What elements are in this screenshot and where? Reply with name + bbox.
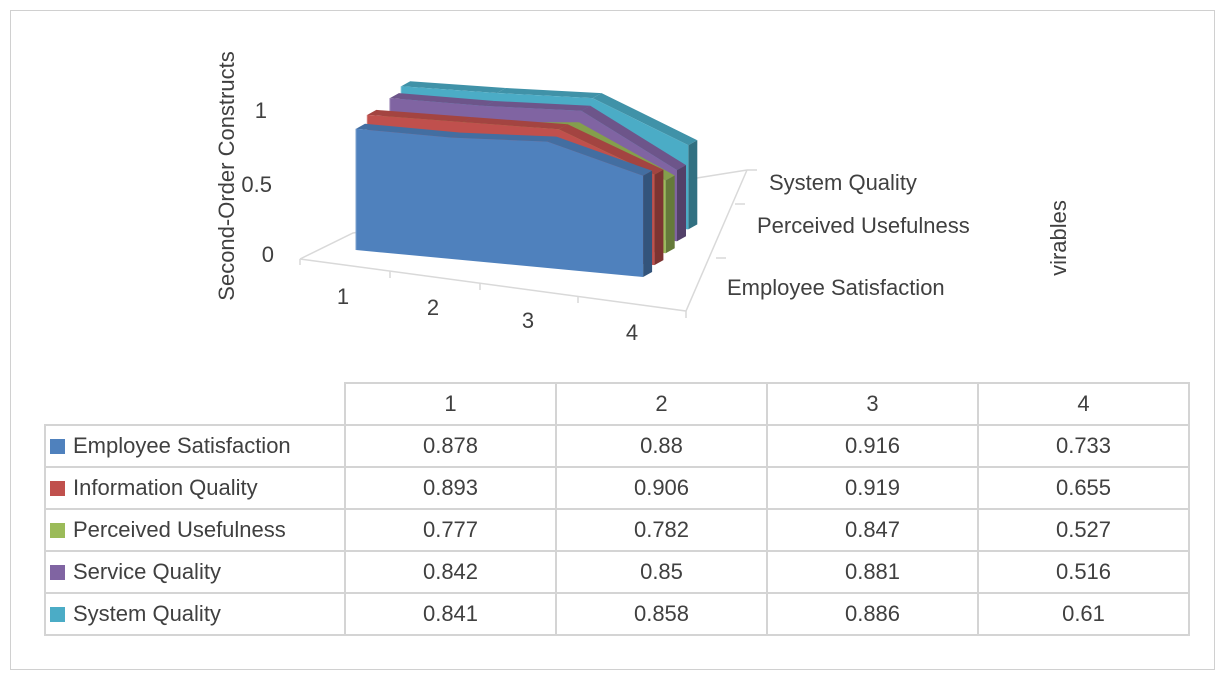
table-cell: 0.842 (344, 550, 557, 594)
legend-key (50, 523, 65, 538)
legend-entry: System Quality (44, 592, 346, 636)
data-table: 1 2 3 4 Employee Satisfaction 0.878 0.88 0.916 0… (44, 382, 1190, 636)
table-cell: 0.85 (555, 550, 768, 594)
table-cell: 0.782 (555, 508, 768, 552)
table-cell: 0.61 (977, 592, 1190, 636)
x-tick-label: 1 (337, 284, 349, 309)
table-cell: 0.655 (977, 466, 1190, 510)
series-employee-satisfaction (355, 123, 653, 277)
table-cell: 0.88 (555, 424, 768, 468)
table-header-cell: 3 (766, 382, 979, 426)
series-top-face (401, 81, 506, 93)
legend-label: Service Quality (73, 559, 221, 584)
table-cell: 0.516 (977, 550, 1190, 594)
table-cell: 0.919 (766, 466, 979, 510)
series-top-face (463, 117, 568, 130)
table-cell: 0.733 (977, 424, 1190, 468)
y-axis-title: Second-Order Constructs (214, 51, 239, 300)
chart-frame (10, 10, 1215, 670)
x-tick-label: 2 (427, 295, 439, 320)
series-top-face (581, 105, 686, 171)
table-cell: 0.878 (344, 424, 557, 468)
legend-entry: Perceived Usefulness (44, 508, 346, 552)
table-cell: 0.841 (344, 592, 557, 636)
table-header-cell: 1 (344, 382, 557, 426)
series-side-face (643, 170, 653, 277)
table-cell: 0.527 (977, 508, 1190, 552)
table-row: Information Quality 0.893 0.906 0.919 0.655 (44, 466, 1190, 510)
axis-labels: 0 0.5 1 1 2 3 4 Employee Satisfaction Perceived … (214, 51, 1071, 345)
table-cell: 0.893 (344, 466, 557, 510)
series-top-face (547, 136, 653, 176)
table-cell: 0.777 (344, 508, 557, 552)
series-top-face (592, 93, 698, 146)
table-cell: 0.847 (766, 508, 979, 552)
series-side-face (665, 175, 675, 254)
legend-key (50, 481, 65, 496)
table-cell: 0.858 (555, 592, 768, 636)
x-tick-label: 4 (626, 320, 638, 345)
legend-key (50, 439, 65, 454)
legend-entry: Information Quality (44, 466, 346, 510)
series-side-face (677, 165, 686, 242)
series-top-face (356, 123, 461, 138)
legend-key (50, 607, 65, 622)
y-tick-label: 0.5 (241, 172, 272, 197)
legend-entry: Employee Satisfaction (44, 424, 346, 468)
depth-tick-label: Perceived Usefulness (757, 213, 970, 238)
series-top-face (485, 101, 591, 111)
series-top-face (451, 132, 557, 142)
legend-entry: Service Quality (44, 550, 346, 594)
series-top-face (367, 109, 472, 123)
legend-label: Perceived Usefulness (73, 517, 286, 542)
table-cell: 0.881 (766, 550, 979, 594)
table-header-cell: 2 (555, 382, 768, 426)
table-row: Perceived Usefulness 0.777 0.782 0.847 0.527 (44, 508, 1190, 552)
table-header-cell: 4 (977, 382, 1190, 426)
legend-label: Employee Satisfaction (73, 433, 291, 458)
depth-tick-label: Employee Satisfaction (727, 275, 945, 300)
series-top-face (558, 124, 664, 175)
series-front-face (356, 128, 644, 277)
y-tick-label: 1 (255, 98, 267, 123)
series-side-face (654, 169, 664, 266)
table-cell: 0.916 (766, 424, 979, 468)
depth-tick-label: System Quality (769, 170, 917, 195)
table-row: Employee Satisfaction 0.878 0.88 0.916 0.733 (44, 424, 1190, 468)
series-side-face (688, 140, 698, 230)
y-tick-label: 0 (262, 242, 274, 267)
table-cell: 0.906 (555, 466, 768, 510)
table-row: Service Quality 0.842 0.85 0.881 0.516 (44, 550, 1190, 594)
z-axis-title: virables (1046, 200, 1071, 276)
x-tick-label: 3 (522, 308, 534, 333)
table-corner-cell (45, 383, 346, 426)
series-top-face (496, 88, 602, 99)
table-row: System Quality 0.841 0.858 0.886 0.61 (44, 592, 1190, 636)
legend-label: System Quality (73, 601, 221, 626)
legend-key (50, 565, 65, 580)
series-layer (355, 81, 698, 277)
table-cell: 0.886 (766, 592, 979, 636)
legend-label: Information Quality (73, 475, 258, 500)
series-top-face (389, 93, 495, 106)
